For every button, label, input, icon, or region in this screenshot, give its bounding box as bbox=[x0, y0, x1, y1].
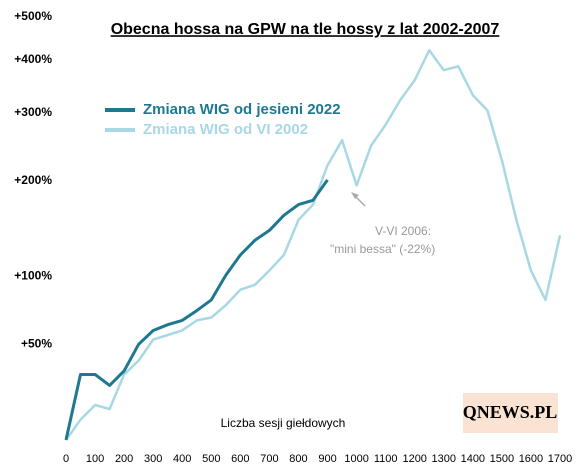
x-tick-label: 600 bbox=[231, 453, 249, 465]
legend-label: Zmiana WIG od jesieni 2022 bbox=[143, 101, 341, 118]
x-tick-label: 1300 bbox=[432, 453, 456, 465]
x-tick-label: 1500 bbox=[490, 453, 514, 465]
x-tick-label: 1400 bbox=[461, 453, 485, 465]
x-tick-label: 1700 bbox=[548, 453, 572, 465]
x-tick-label: 400 bbox=[173, 453, 191, 465]
x-tick-label: 1100 bbox=[374, 453, 398, 465]
series-line bbox=[64, 179, 329, 441]
legend-label: Zmiana WIG od VI 2002 bbox=[143, 121, 308, 138]
y-tick-label: +50% bbox=[21, 336, 52, 350]
x-tick-label: 0 bbox=[63, 453, 69, 465]
x-tick-label: 500 bbox=[202, 453, 220, 465]
x-tick-label: 900 bbox=[318, 453, 336, 465]
x-tick-label: 1200 bbox=[402, 453, 426, 465]
y-tick-label: +300% bbox=[14, 105, 52, 119]
x-tick-label: 200 bbox=[115, 453, 133, 465]
x-tick-label: 700 bbox=[260, 453, 278, 465]
annotation: "mini bessa" (-22%) bbox=[330, 242, 435, 256]
series-line bbox=[64, 49, 562, 441]
annotation: V-VI 2006: bbox=[375, 224, 431, 238]
x-tick-label: 800 bbox=[289, 453, 307, 465]
annotation-arrowhead bbox=[351, 192, 359, 199]
y-tick-label: +200% bbox=[14, 173, 52, 187]
x-tick-label: 1600 bbox=[519, 453, 543, 465]
y-tick-label: +500% bbox=[14, 9, 52, 23]
logo: QNEWS.PL bbox=[463, 402, 558, 422]
y-tick-label: +100% bbox=[14, 269, 52, 283]
x-tick-label: 100 bbox=[86, 453, 104, 465]
y-tick-label: +400% bbox=[14, 52, 52, 66]
x-axis-label: Liczba sesji giełdowych bbox=[221, 416, 346, 430]
x-tick-label: 1000 bbox=[344, 453, 368, 465]
logo-box bbox=[463, 393, 558, 433]
x-tick-label: 300 bbox=[144, 453, 162, 465]
chart-title: Obecna hossa na GPW na tle hossy z lat 2… bbox=[111, 21, 500, 38]
